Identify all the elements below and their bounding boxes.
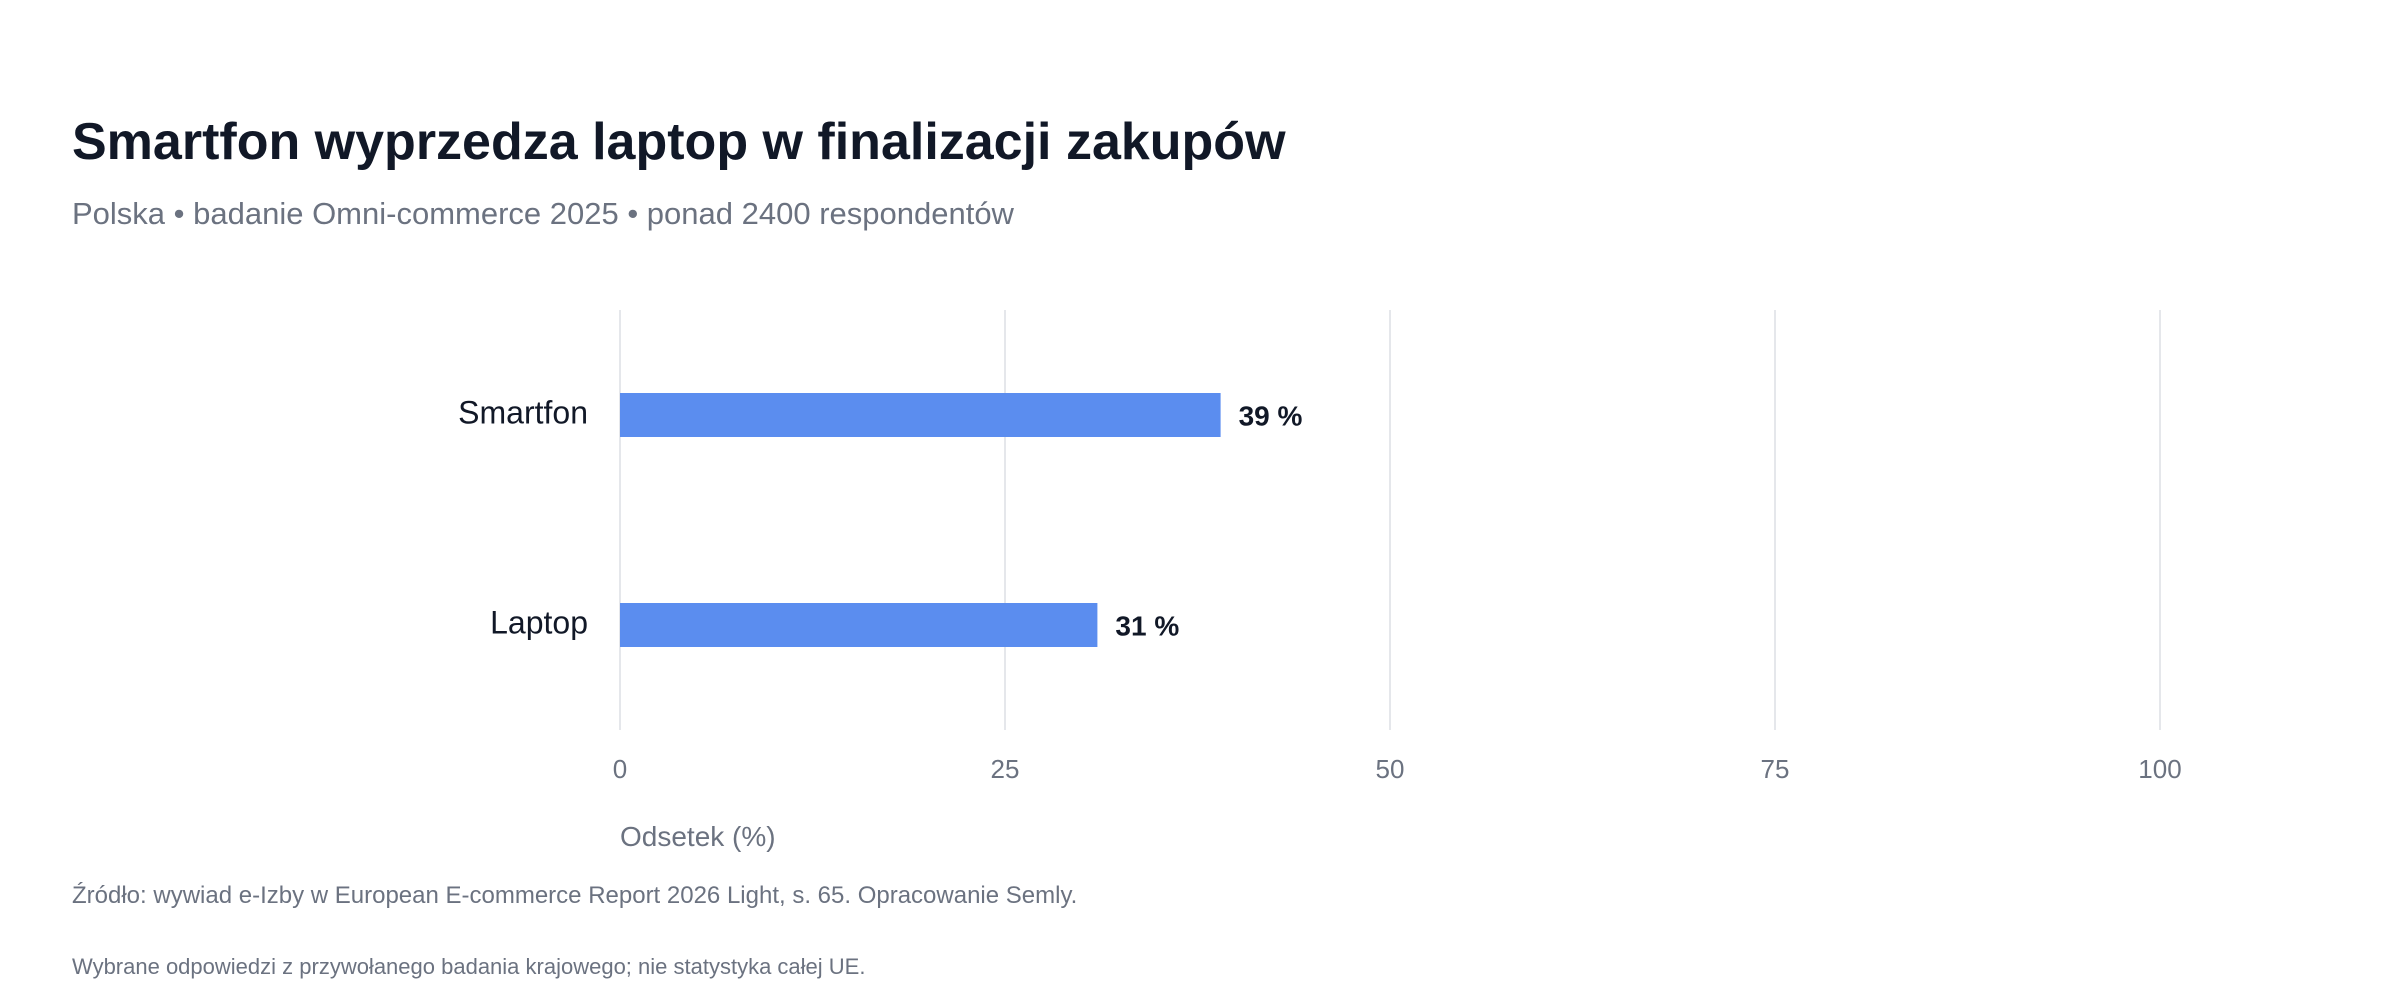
category-label: Smartfon xyxy=(458,394,588,430)
x-tick-label: 0 xyxy=(613,754,627,784)
category-label: Laptop xyxy=(490,604,588,640)
chart-subtitle: Polska • badanie Omni-commerce 2025 • po… xyxy=(72,196,1014,231)
bar xyxy=(620,393,1221,437)
x-tick-label: 25 xyxy=(991,754,1020,784)
data-label: 39 % xyxy=(1239,400,1303,431)
bar xyxy=(620,603,1098,647)
x-tick-label: 50 xyxy=(1376,754,1405,784)
x-tick-label: 100 xyxy=(2138,754,2181,784)
data-label: 31 % xyxy=(1115,610,1179,641)
x-tick-label: 75 xyxy=(1761,754,1790,784)
x-axis-title: Odsetek (%) xyxy=(620,821,776,852)
source-note: Źródło: wywiad e-Izby w European E-comme… xyxy=(72,882,1078,909)
chart-title: Smartfon wyprzedza laptop w finalizacji … xyxy=(72,113,1286,171)
footnote: Wybrane odpowiedzi z przywołanego badani… xyxy=(72,954,866,979)
